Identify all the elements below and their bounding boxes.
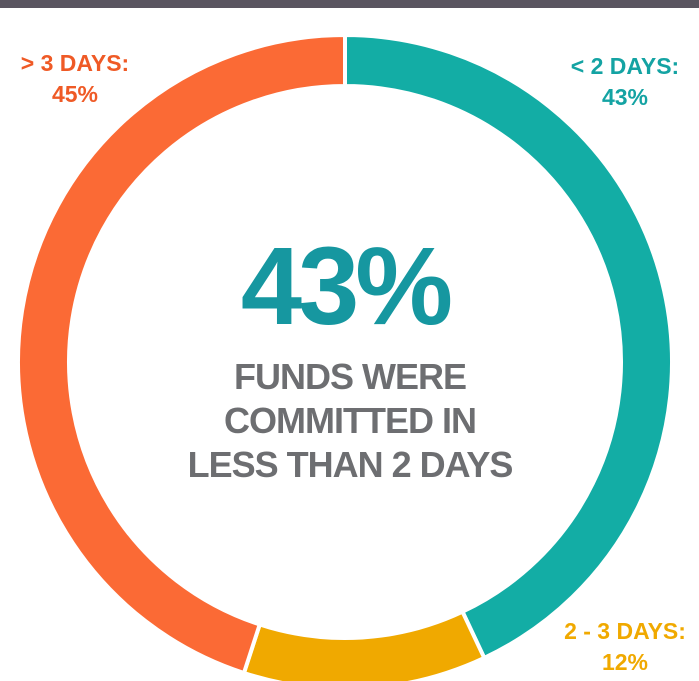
value-label: 45% <box>52 81 98 107</box>
segments <box>16 32 674 681</box>
donut-segment <box>241 609 487 681</box>
center-caption: FUNDS WERE COMMITTED IN LESS THAN 2 DAYS <box>187 356 514 485</box>
donut-segment <box>343 32 674 661</box>
donut-segment <box>16 32 347 676</box>
center-value: 43% <box>241 225 450 348</box>
category-label: > 3 DAYS: <box>21 50 129 76</box>
photo-strip <box>0 0 699 8</box>
category-label: 2 - 3 DAYS: <box>564 618 686 644</box>
value-label: 43% <box>602 84 648 110</box>
category-label: < 2 DAYS: <box>571 53 679 79</box>
value-label: 12% <box>602 649 648 675</box>
